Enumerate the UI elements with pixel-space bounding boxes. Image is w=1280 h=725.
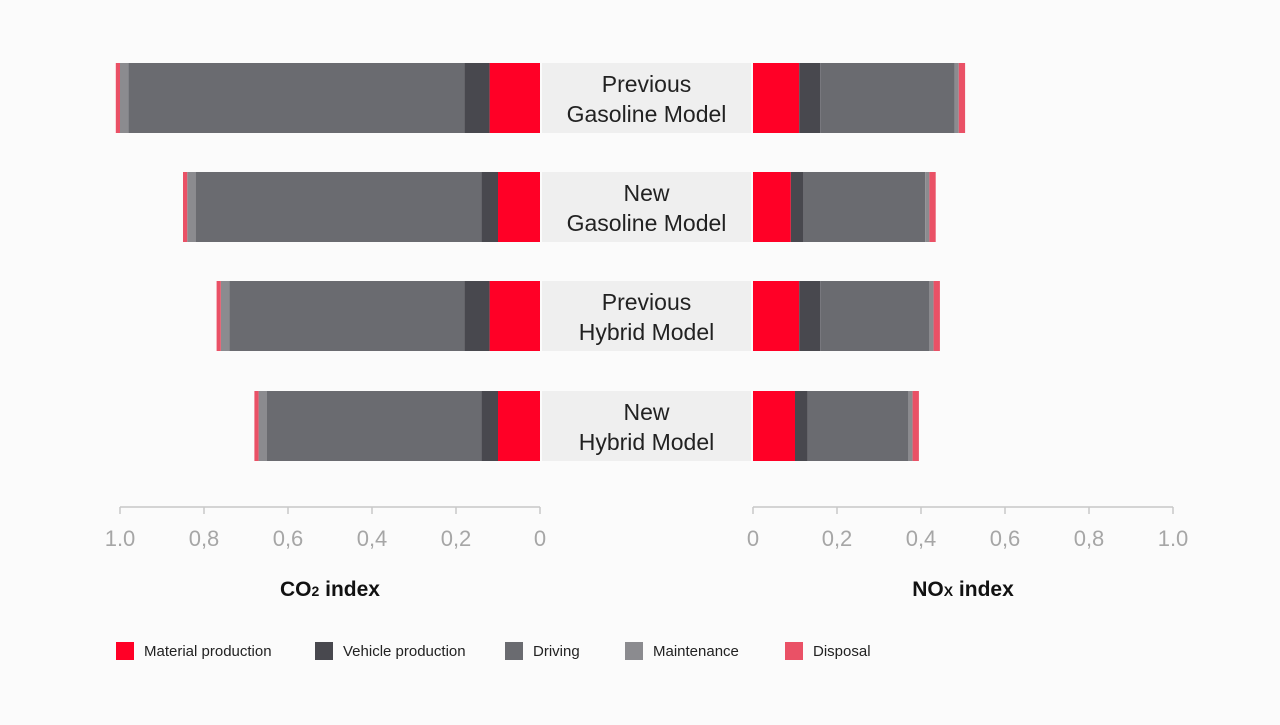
co2-tick-label: 0,8 [189,526,220,551]
co2-bar-driving [128,63,465,133]
nox-bar-disposal [958,63,966,133]
legend-label-maintenance: Maintenance [653,643,739,660]
nox-bar-vehicle-production [799,281,821,351]
co2-bar-vehicle-production [464,281,490,351]
nox-bar-driving [820,63,955,133]
co2-bar-vehicle-production [481,172,498,242]
legend-swatch-driving [505,642,523,660]
nox-bar-material-production [753,63,800,133]
nox-bar-vehicle-production [795,391,808,461]
model-label-line-1: New [623,399,669,425]
model-label-box [542,172,751,242]
co2-tick-label: 0,4 [357,526,388,551]
co2-bar-driving [195,172,482,242]
co2-bar-maintenance [187,172,196,242]
nox-bar-maintenance [925,172,930,242]
co2-panel: 0 0,2 0,4 0,6 0,8 1.0 CO2 index [105,63,546,601]
nox-bar-material-production [753,391,795,461]
co2-bar-vehicle-production [481,391,498,461]
co2-bar-material-production [489,63,540,133]
model-label-box [542,391,751,461]
model-label-line-2: Hybrid Model [579,429,715,455]
legend-label-disposal: Disposal [813,643,871,660]
legend-swatch-maintenance [625,642,643,660]
model-label-box [542,281,751,351]
co2-bar-maintenance [120,63,129,133]
nox-bar-material-production [753,281,800,351]
nox-tick-label: 0,6 [990,526,1021,551]
co2-bar-maintenance [258,391,267,461]
co2-bar-disposal [115,63,120,133]
nox-bar-vehicle-production [799,63,821,133]
nox-bar-driving [807,391,909,461]
nox-bar-driving [820,281,930,351]
nox-bar-maintenance [929,281,934,351]
legend-label-vehicle-production: Vehicle production [343,643,466,660]
nox-bar-disposal [929,172,936,242]
co2-tick-label: 0 [534,526,546,551]
legend-label-material-production: Material production [144,643,272,660]
nox-tick-label: 0,4 [906,526,937,551]
co2-tick-label: 0,6 [273,526,304,551]
model-label-line-2: Gasoline Model [567,210,727,236]
model-label-box [542,63,751,133]
co2-bar-disposal [216,281,221,351]
co2-axis-title: CO2 index [280,578,380,601]
co2-bar-disposal [183,172,188,242]
nox-bar-disposal [912,391,919,461]
nox-panel: 0 0,2 0,4 0,6 0,8 1.0 NOX index [747,63,1188,601]
legend-swatch-vehicle-production [315,642,333,660]
nox-tick-label: 0,8 [1074,526,1105,551]
nox-bar-disposal [933,281,940,351]
nox-tick-label: 1.0 [1158,526,1189,551]
nox-tick-label: 0,2 [822,526,853,551]
co2-bar-driving [267,391,482,461]
nox-bar-maintenance [908,391,913,461]
nox-axis-title: NOX index [912,578,1014,601]
legend-swatch-material-production [116,642,134,660]
co2-bar-driving [229,281,465,351]
co2-bar-material-production [498,172,540,242]
model-label-line-1: Previous [602,71,691,97]
model-label-line-2: Hybrid Model [579,319,715,345]
legend-label-driving: Driving [533,643,580,660]
co2-bar-material-production [498,391,540,461]
legend-swatch-disposal [785,642,803,660]
nox-tick-label: 0 [747,526,759,551]
co2-bar-maintenance [220,281,230,351]
nox-bar-vehicle-production [790,172,804,242]
legend: Material production Vehicle production Dri… [116,642,871,660]
model-label-line-1: Previous [602,289,691,315]
model-label-line-1: New [623,180,669,206]
co2-tick-label: 0,2 [441,526,472,551]
nox-bar-driving [803,172,926,242]
co2-tick-label: 1.0 [105,526,136,551]
model-label-line-2: Gasoline Model [567,101,727,127]
co2-bar-material-production [489,281,540,351]
co2-bar-vehicle-production [464,63,490,133]
nox-bar-material-production [753,172,791,242]
nox-bar-maintenance [954,63,959,133]
co2-bar-disposal [254,391,259,461]
